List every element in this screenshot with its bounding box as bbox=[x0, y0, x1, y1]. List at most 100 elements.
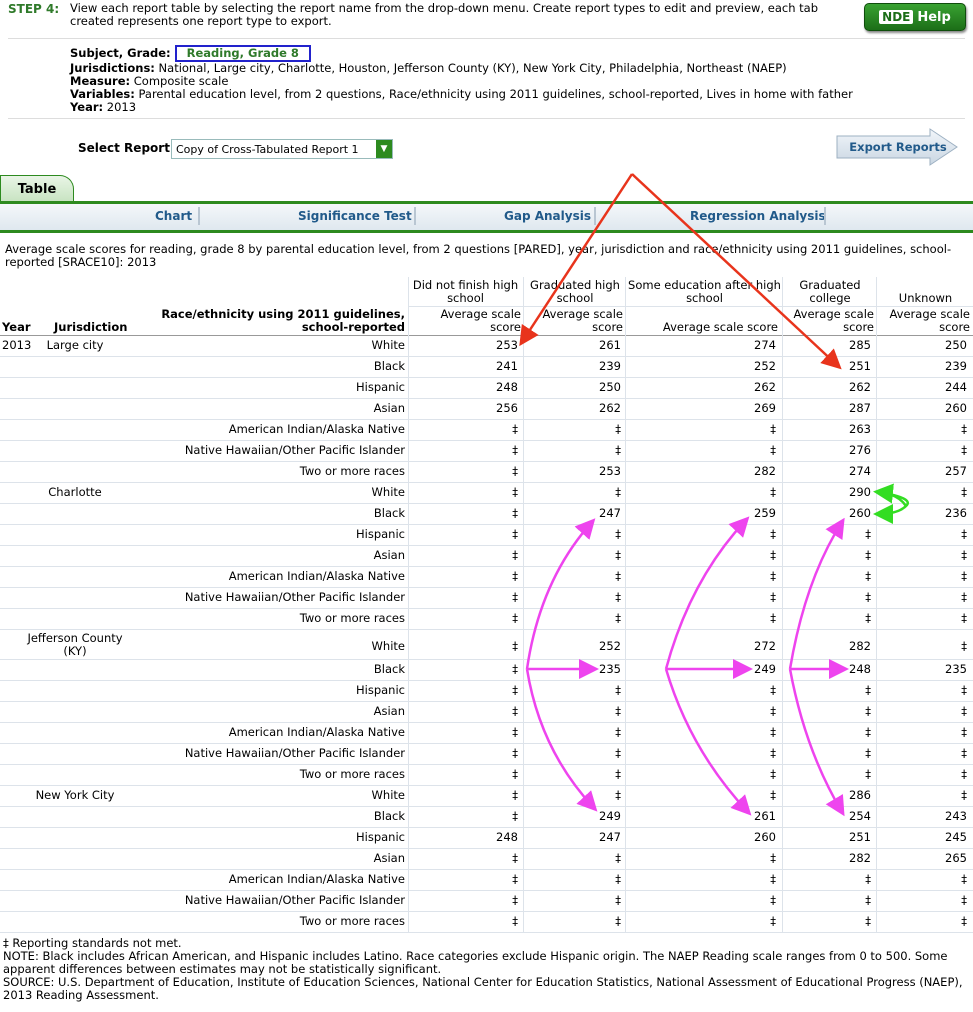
score-cell: 256 bbox=[496, 401, 518, 415]
score-cell: ‡ bbox=[961, 569, 967, 583]
score-cell: ‡ bbox=[615, 485, 621, 499]
score-cell: ‡ bbox=[961, 443, 967, 457]
table-row: Asian 256 262 269 287 260 bbox=[0, 399, 973, 420]
score-cell: ‡ bbox=[512, 639, 518, 653]
subtab-significance-test[interactable]: Significance Test bbox=[298, 209, 412, 223]
header-graduated-hs: Graduated high school bbox=[530, 278, 620, 305]
score-cell: 262 bbox=[599, 401, 621, 415]
score-cell: 276 bbox=[849, 443, 871, 457]
score-cell: ‡ bbox=[615, 569, 621, 583]
score-cell: 286 bbox=[849, 788, 871, 802]
race-cell: Two or more races bbox=[299, 611, 405, 625]
nde-help-button[interactable]: NDE Help bbox=[864, 3, 966, 31]
step-label: STEP 4: bbox=[8, 2, 60, 16]
divider bbox=[8, 118, 965, 119]
score-cell: ‡ bbox=[961, 893, 967, 907]
score-cell: ‡ bbox=[770, 683, 776, 697]
score-cell: ‡ bbox=[961, 590, 967, 604]
score-cell: ‡ bbox=[961, 704, 967, 718]
tab-underline bbox=[0, 201, 973, 204]
score-cell: ‡ bbox=[615, 914, 621, 928]
export-reports-button[interactable]: Export Reports bbox=[836, 128, 958, 166]
race-cell: Hispanic bbox=[356, 683, 405, 697]
subject-grade-value: Reading, Grade 8 bbox=[174, 45, 311, 62]
report-metadata: Subject, Grade: Reading, Grade 8 Jurisdic… bbox=[70, 45, 853, 114]
header-graduated-college: Graduated college bbox=[799, 278, 861, 305]
score-cell: ‡ bbox=[770, 527, 776, 541]
jurisdictions-value: National, Large city, Charlotte, Houston… bbox=[158, 61, 787, 75]
year-value: 2013 bbox=[106, 100, 137, 114]
race-cell: Black bbox=[373, 359, 405, 373]
table-row: Jefferson County (KY) White ‡ 252 272 282 ‡ bbox=[0, 630, 973, 660]
jurisdiction-cell: Charlotte bbox=[48, 485, 102, 499]
score-cell: 260 bbox=[849, 506, 871, 520]
help-label: Help bbox=[917, 9, 951, 25]
score-cell: ‡ bbox=[615, 548, 621, 562]
race-cell: Two or more races bbox=[299, 767, 405, 781]
score-cell: 247 bbox=[599, 506, 621, 520]
table-row: 2013 Large city White 253 261 274 285 250 bbox=[0, 336, 973, 357]
measure-value: Composite scale bbox=[133, 74, 229, 88]
race-cell: Hispanic bbox=[356, 527, 405, 541]
score-cell: 263 bbox=[849, 422, 871, 436]
score-cell: 244 bbox=[945, 380, 967, 394]
score-cell: 282 bbox=[849, 639, 871, 653]
score-cell: 272 bbox=[754, 639, 776, 653]
race-cell: Asian bbox=[373, 548, 405, 562]
nde-logo-text: NDE bbox=[879, 10, 914, 24]
score-cell: ‡ bbox=[770, 569, 776, 583]
header-stat: Average scale score bbox=[542, 307, 623, 334]
table-row: American Indian/Alaska Native ‡ ‡ ‡ ‡ ‡ bbox=[0, 870, 973, 891]
score-cell: 252 bbox=[599, 639, 621, 653]
score-cell: ‡ bbox=[865, 548, 871, 562]
column-separator bbox=[782, 277, 783, 933]
score-cell: 250 bbox=[945, 338, 967, 352]
score-cell: 236 bbox=[945, 506, 967, 520]
score-cell: ‡ bbox=[615, 443, 621, 457]
column-separator bbox=[625, 277, 626, 933]
score-cell: 253 bbox=[599, 464, 621, 478]
score-cell: 235 bbox=[599, 662, 621, 676]
score-cell: ‡ bbox=[615, 767, 621, 781]
race-cell: Asian bbox=[373, 851, 405, 865]
score-cell: 252 bbox=[754, 359, 776, 373]
score-cell: 261 bbox=[754, 809, 776, 823]
score-cell: ‡ bbox=[865, 683, 871, 697]
table-row: American Indian/Alaska Native ‡ ‡ ‡ 263 ‡ bbox=[0, 420, 973, 441]
score-cell: ‡ bbox=[961, 639, 967, 653]
score-cell: 239 bbox=[945, 359, 967, 373]
subtab-regression-analysis[interactable]: Regression Analysis bbox=[690, 209, 826, 223]
score-cell: 282 bbox=[754, 464, 776, 478]
score-cell: ‡ bbox=[770, 725, 776, 739]
tab-separator bbox=[824, 207, 826, 225]
race-cell: White bbox=[371, 788, 405, 802]
year-label: Year: bbox=[70, 100, 104, 114]
subtab-gap-analysis[interactable]: Gap Analysis bbox=[504, 209, 591, 223]
race-cell: American Indian/Alaska Native bbox=[228, 569, 405, 583]
header-stat: Average scale score bbox=[889, 307, 970, 334]
chevron-down-icon[interactable]: ▼ bbox=[376, 140, 392, 158]
table-header: Did not finish high school Graduated hig… bbox=[0, 277, 973, 336]
score-cell: ‡ bbox=[770, 767, 776, 781]
race-cell: Two or more races bbox=[299, 464, 405, 478]
table-row: Two or more races ‡ ‡ ‡ ‡ ‡ bbox=[0, 609, 973, 630]
score-cell: ‡ bbox=[961, 788, 967, 802]
header-jurisdiction: Jurisdiction bbox=[54, 320, 128, 334]
race-cell: American Indian/Alaska Native bbox=[228, 725, 405, 739]
score-cell: ‡ bbox=[512, 872, 518, 886]
select-report-dropdown[interactable]: Copy of Cross-Tabulated Report 1 ▼ bbox=[171, 139, 393, 159]
subtab-chart[interactable]: Chart bbox=[155, 209, 193, 223]
table-row: American Indian/Alaska Native ‡ ‡ ‡ ‡ ‡ bbox=[0, 567, 973, 588]
tab-table[interactable]: Table bbox=[0, 175, 74, 202]
score-cell: 260 bbox=[754, 830, 776, 844]
footnote-legend: ‡ Reporting standards not met. bbox=[3, 936, 182, 950]
score-cell: ‡ bbox=[961, 725, 967, 739]
table-footer: ‡ Reporting standards not met. NOTE: Bla… bbox=[3, 937, 968, 1002]
table-row: Hispanic 248 247 260 251 245 bbox=[0, 828, 973, 849]
race-cell: White bbox=[371, 338, 405, 352]
header-some-education: Some education after high school bbox=[628, 278, 781, 305]
score-cell: ‡ bbox=[615, 611, 621, 625]
score-cell: 248 bbox=[496, 830, 518, 844]
score-cell: 251 bbox=[849, 359, 871, 373]
race-cell: Black bbox=[373, 662, 405, 676]
